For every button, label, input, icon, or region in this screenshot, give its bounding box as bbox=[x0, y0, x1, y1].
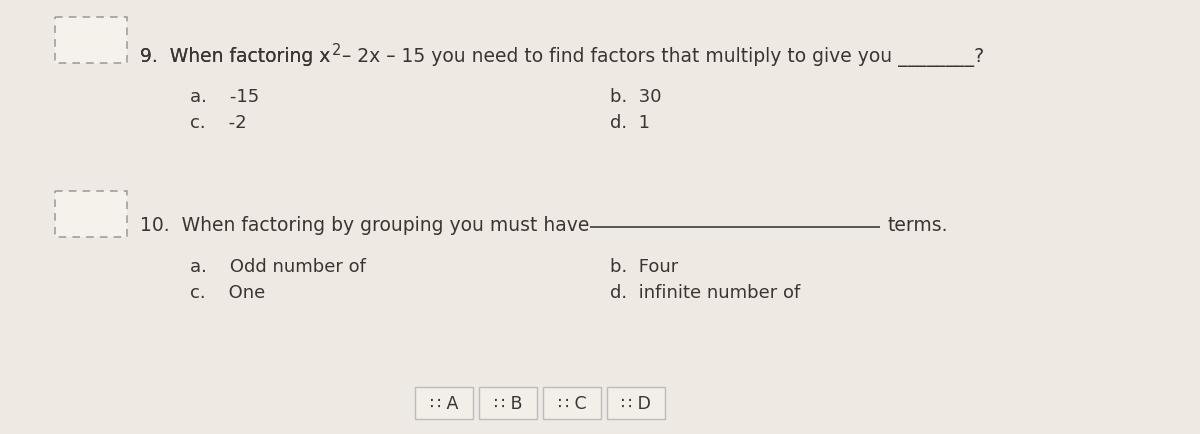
Text: ∷ A: ∷ A bbox=[430, 394, 458, 412]
Text: ∷ D: ∷ D bbox=[622, 394, 650, 412]
Text: b.  30: b. 30 bbox=[610, 88, 661, 106]
Text: d.  1: d. 1 bbox=[610, 114, 650, 132]
Text: 9.  When factoring x: 9. When factoring x bbox=[140, 47, 330, 66]
FancyBboxPatch shape bbox=[55, 191, 127, 237]
Text: 10.  When factoring by grouping you must have: 10. When factoring by grouping you must … bbox=[140, 216, 589, 234]
FancyBboxPatch shape bbox=[55, 18, 127, 64]
Text: c.    -2: c. -2 bbox=[190, 114, 247, 132]
Text: ∷ C: ∷ C bbox=[558, 394, 587, 412]
Text: – 2x – 15 you need to find factors that multiply to give you ________?: – 2x – 15 you need to find factors that … bbox=[342, 47, 984, 67]
FancyBboxPatch shape bbox=[415, 387, 473, 419]
Text: b.  Four: b. Four bbox=[610, 257, 678, 275]
Text: 2: 2 bbox=[332, 43, 341, 58]
Text: ∷ B: ∷ B bbox=[493, 394, 522, 412]
Text: a.    -15: a. -15 bbox=[190, 88, 259, 106]
Text: terms.: terms. bbox=[887, 216, 948, 234]
FancyBboxPatch shape bbox=[542, 387, 601, 419]
Text: a.    Odd number of: a. Odd number of bbox=[190, 257, 366, 275]
Text: 9.  When factoring x: 9. When factoring x bbox=[140, 47, 330, 66]
FancyBboxPatch shape bbox=[607, 387, 665, 419]
FancyBboxPatch shape bbox=[479, 387, 538, 419]
Text: d.  infinite number of: d. infinite number of bbox=[610, 283, 800, 301]
Text: c.    One: c. One bbox=[190, 283, 265, 301]
